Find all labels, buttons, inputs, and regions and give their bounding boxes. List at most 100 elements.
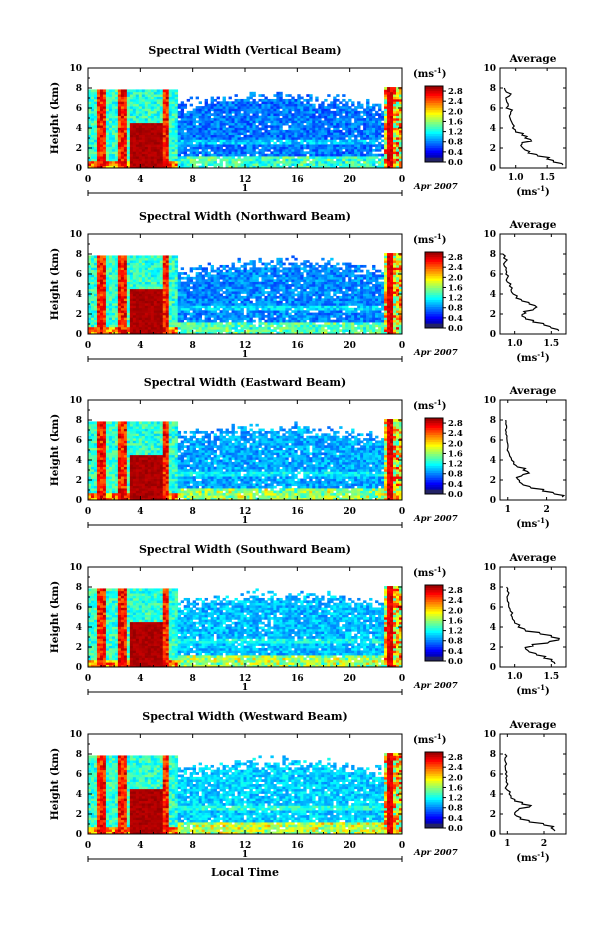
heatmap-cell [105,129,110,133]
heatmap-cell [192,288,197,292]
heatmap-cell [120,267,125,271]
heatmap-cell [345,165,349,169]
heatmap-cell [228,103,232,107]
heatmap-cell [168,96,173,100]
heatmap-cell [135,103,140,107]
heatmap-cell [360,144,364,147]
heatmap-cell [258,286,262,290]
heatmap-cell [363,134,367,138]
heatmap-cell [360,148,364,152]
heatmap-cell [123,101,128,105]
heatmap-cell [309,139,313,143]
heatmap-cell [300,163,304,166]
heatmap-cell [333,98,337,102]
heatmap-cell [219,281,223,285]
heatmap-cell [399,165,403,169]
heatmap-cell [228,110,232,114]
heatmap-cell [255,110,259,114]
heatmap-cell [366,163,370,166]
heatmap-cell [225,115,229,119]
heatmap-cell [273,110,277,114]
heatmap-cell [111,127,116,131]
heatmap-cell [180,305,185,309]
heatmap-cell [261,276,265,280]
heatmap-cell [111,295,116,299]
heatmap-cell [168,106,173,109]
heatmap-cell [243,134,247,138]
heatmap-cell [156,298,161,302]
heatmap-cell [138,298,143,302]
heatmap-cell [114,89,119,93]
heatmap-cell [255,310,259,313]
heatmap-cell [201,326,205,330]
heatmap-cell [231,139,235,143]
heatmap-cell [324,137,328,140]
heatmap-cell [144,91,149,95]
heatmap-cell [180,129,185,133]
heatmap-cell [198,118,202,121]
heatmap-cell [339,115,343,119]
heatmap-cell [192,156,197,159]
heatmap-cell [171,137,176,140]
heatmap-cell [135,110,140,114]
heatmap-cell [102,291,107,294]
heatmap-cell [234,269,238,273]
heatmap-cell [102,137,107,140]
heatmap-cell [243,108,247,112]
heatmap-cell [147,113,152,116]
heatmap-cell [162,144,167,147]
heatmap-cell [381,163,385,166]
heatmap-cell [105,272,110,275]
heatmap-cell [192,331,197,335]
heatmap-cell [132,293,137,297]
heatmap-cell [183,158,188,162]
heatmap-cell [216,281,220,285]
heatmap-cell [222,127,226,131]
heatmap-cell [180,158,185,162]
heatmap-cell [234,120,238,124]
heatmap-cell [168,322,173,325]
heatmap-cell [201,160,205,164]
heatmap-cell [96,125,101,128]
heatmap-cell [108,165,113,169]
heatmap-cell [126,156,131,159]
heatmap-cell [108,129,113,133]
heatmap-cell [309,137,313,140]
heatmap-cell [186,307,191,311]
heatmap-cell [159,160,164,164]
heatmap-cell [93,108,98,112]
heatmap-cell [210,286,214,290]
heatmap-cell [363,125,367,128]
heatmap-cell [261,122,265,126]
heatmap-cell [144,115,149,119]
heatmap-cell [195,276,199,280]
heatmap-cell [123,267,128,271]
heatmap-cell [114,260,119,263]
heatmap-cell [267,141,271,145]
heatmap-cell [294,134,298,138]
heatmap-cell [189,319,194,323]
heatmap-cell [132,127,137,131]
heatmap-cell [339,134,343,138]
heatmap-cell [114,274,119,278]
heatmap-cell [189,127,194,131]
heatmap-cell [138,281,143,285]
heatmap-cell [366,127,370,131]
heatmap-cell [117,314,122,318]
heatmap-cell [270,139,274,143]
heatmap-cell [198,324,202,328]
heatmap-cell [219,312,223,316]
heatmap-cell [129,272,134,275]
heatmap-cell [357,139,361,143]
heatmap-cell [171,279,176,282]
heatmap-cell [165,134,170,138]
heatmap-cell [129,125,134,128]
heatmap-cell [153,151,158,155]
heatmap-cell [252,125,256,128]
heatmap-cell [123,125,128,128]
heatmap-cell [126,148,131,152]
heatmap-cell [291,122,295,126]
heatmap-cell [294,118,298,121]
heatmap-cell [237,260,241,263]
heatmap-cell [102,267,107,271]
